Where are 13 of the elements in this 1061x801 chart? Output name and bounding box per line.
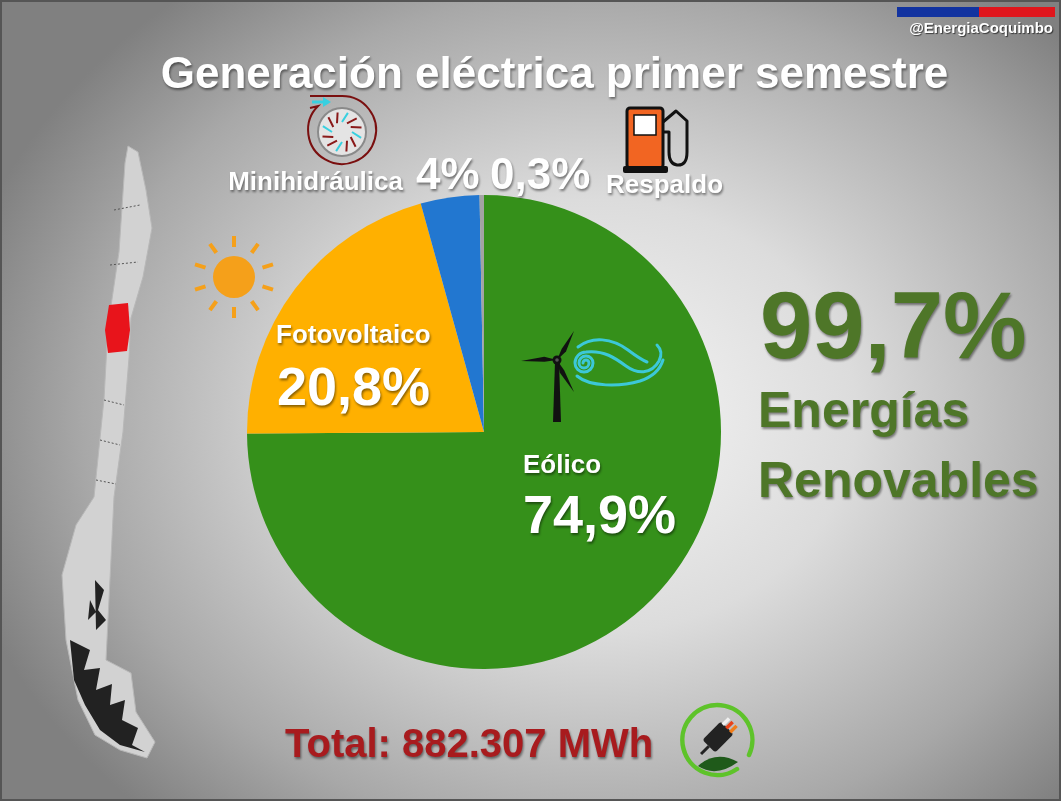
slice-label: Fotovoltaico [276,319,431,349]
text: Energías Renovables [758,382,1039,508]
data-label: 4% [416,149,480,198]
slice-label: Respaldo [606,169,724,199]
chart-title: Generación eléctrica primer semestre [160,48,949,97]
data-label: 20,8% [277,356,431,416]
text: 99,7% [760,273,1027,378]
slice-label: Eólico [523,449,602,479]
slice-label: Minihidráulica [228,166,404,196]
text: Total: 882.307 MWh [285,721,654,765]
data-label: 74,9% [523,484,677,544]
text: @EnergiaCoquimbo [909,19,1053,36]
data-label: 0,3% [490,149,591,198]
